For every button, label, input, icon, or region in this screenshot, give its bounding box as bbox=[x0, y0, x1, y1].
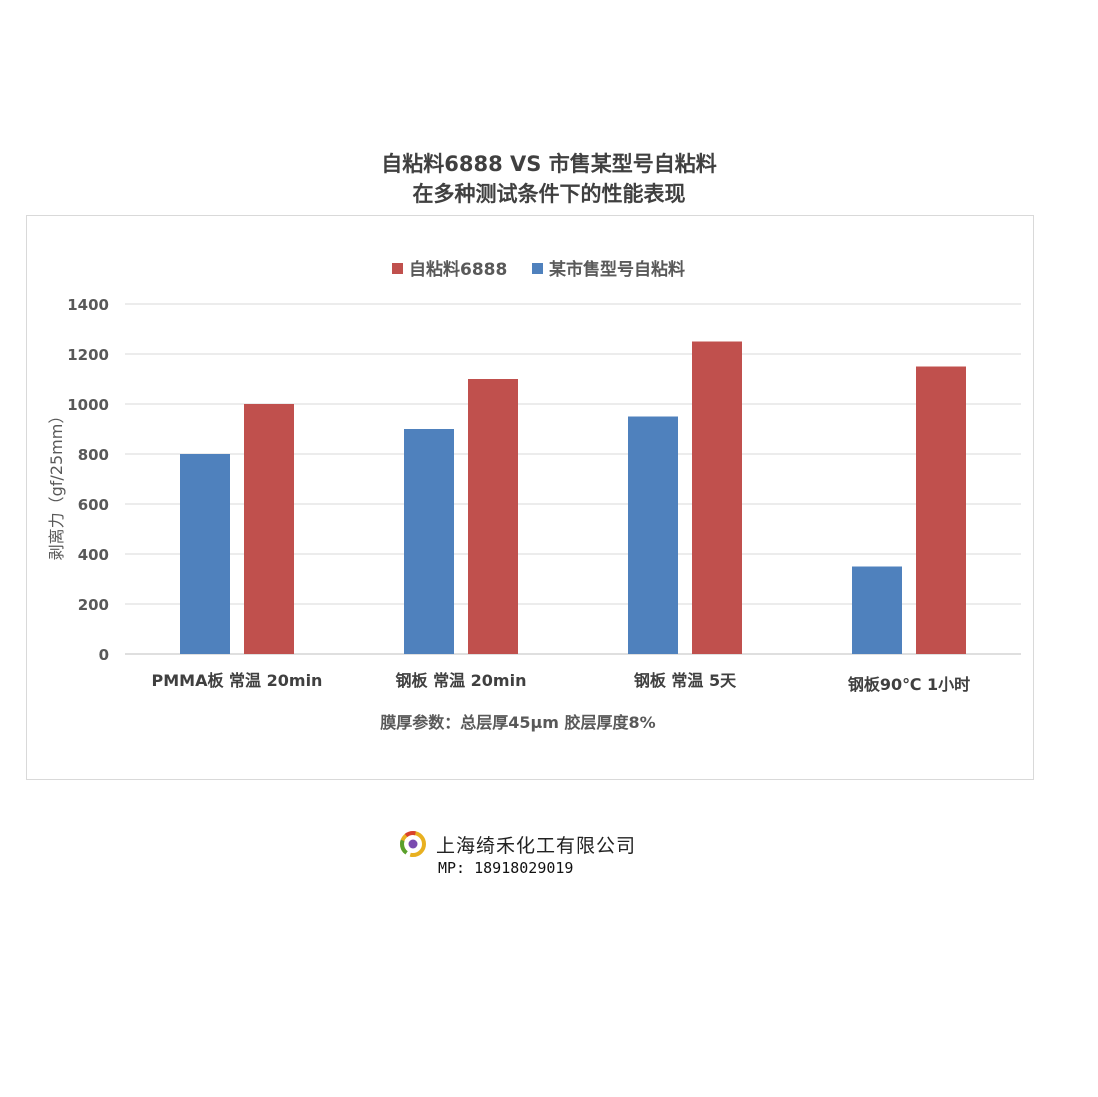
bar-chart: 0 200 400 600 800 1000 1200 1400 PMMA板 常温 20min… bbox=[47, 259, 1021, 732]
bar-6888-3 bbox=[916, 366, 966, 654]
bars bbox=[180, 341, 966, 654]
y-tick-label: 1200 bbox=[67, 346, 109, 364]
y-tick-label: 800 bbox=[78, 446, 109, 464]
bar-competitor-1 bbox=[404, 429, 454, 654]
y-tick-label: 400 bbox=[78, 546, 109, 564]
x-tick-label: PMMA板 常温 20min bbox=[152, 671, 323, 690]
bar-competitor-3 bbox=[852, 566, 902, 654]
bar-6888-1 bbox=[468, 379, 518, 654]
y-tick-label: 0 bbox=[99, 646, 109, 664]
x-tick-label: 钢板 常温 20min bbox=[396, 671, 527, 690]
y-tick-label: 600 bbox=[78, 496, 109, 514]
y-tick-labels: 0 200 400 600 800 1000 1200 1400 bbox=[67, 296, 109, 664]
bar-competitor-2 bbox=[628, 416, 678, 654]
chart-title-line-1: 自粘料6888 VS 市售某型号自粘料 bbox=[381, 152, 717, 176]
y-tick-label: 200 bbox=[78, 596, 109, 614]
chart-frame bbox=[26, 215, 1034, 780]
bar-6888-2 bbox=[692, 341, 742, 654]
x-tick-label: 钢板 常温 5天 bbox=[634, 671, 737, 690]
x-tick-label: 钢板90℃ 1小时 bbox=[848, 675, 970, 694]
y-axis-label: 剥离力（gf/25mm） bbox=[47, 408, 66, 561]
bar-competitor-0 bbox=[180, 454, 230, 654]
bar-6888-0 bbox=[244, 404, 294, 654]
contact-phone: MP: 18918029019 bbox=[438, 859, 574, 877]
company-name: 上海绮禾化工有限公司 bbox=[436, 834, 637, 857]
company-brand: 上海绮禾化工有限公司 bbox=[398, 829, 636, 859]
film-thickness-note: 膜厚参数：总层厚45μm 胶层厚度8% bbox=[380, 713, 655, 732]
legend-swatch bbox=[532, 263, 543, 274]
y-tick-label: 1000 bbox=[67, 396, 109, 414]
y-tick-label: 1400 bbox=[67, 296, 109, 314]
legend-label: 自粘料6888 bbox=[409, 259, 507, 280]
legend-label: 某市售型号自粘料 bbox=[549, 259, 685, 280]
chart-title-line-2: 在多种测试条件下的性能表现 bbox=[412, 182, 686, 206]
legend-swatch bbox=[392, 263, 403, 274]
company-logo-icon bbox=[400, 831, 426, 857]
legend: 自粘料6888 某市售型号自粘料 bbox=[392, 259, 685, 280]
x-tick-labels: PMMA板 常温 20min 钢板 常温 20min 钢板 常温 5天 钢板90℃ 1… bbox=[152, 671, 971, 694]
